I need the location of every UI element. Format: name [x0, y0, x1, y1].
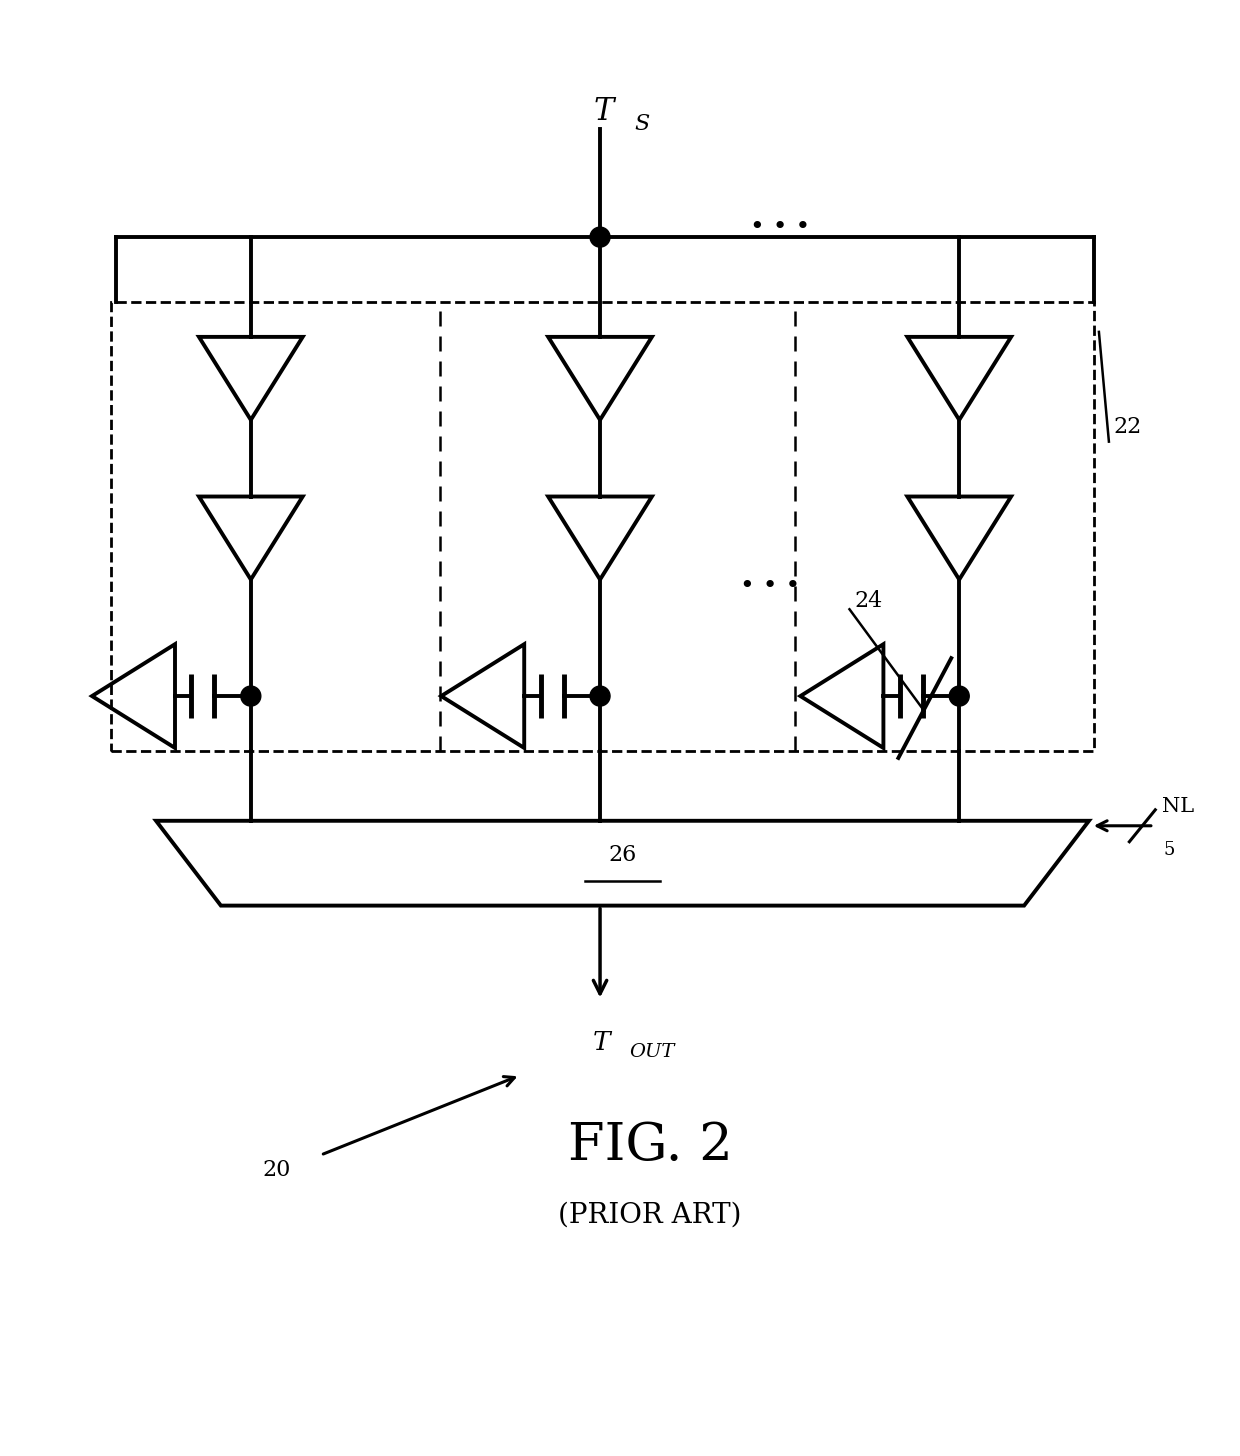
- Text: 5: 5: [1164, 840, 1176, 859]
- Text: • • •: • • •: [749, 215, 810, 239]
- Text: T: T: [593, 1031, 611, 1056]
- Circle shape: [241, 686, 260, 706]
- Text: S: S: [635, 114, 650, 135]
- Circle shape: [590, 686, 610, 706]
- Text: • • •: • • •: [739, 574, 800, 598]
- Circle shape: [590, 227, 610, 248]
- Text: T: T: [594, 96, 614, 127]
- Text: NL: NL: [1162, 796, 1194, 815]
- Text: 22: 22: [1114, 415, 1142, 438]
- Text: (PRIOR ART): (PRIOR ART): [558, 1201, 742, 1229]
- Text: OUT: OUT: [629, 1044, 675, 1061]
- Text: 20: 20: [263, 1159, 290, 1181]
- Text: FIG. 2: FIG. 2: [568, 1120, 733, 1171]
- Circle shape: [950, 686, 970, 706]
- Text: 24: 24: [854, 590, 883, 613]
- Text: 26: 26: [609, 844, 636, 866]
